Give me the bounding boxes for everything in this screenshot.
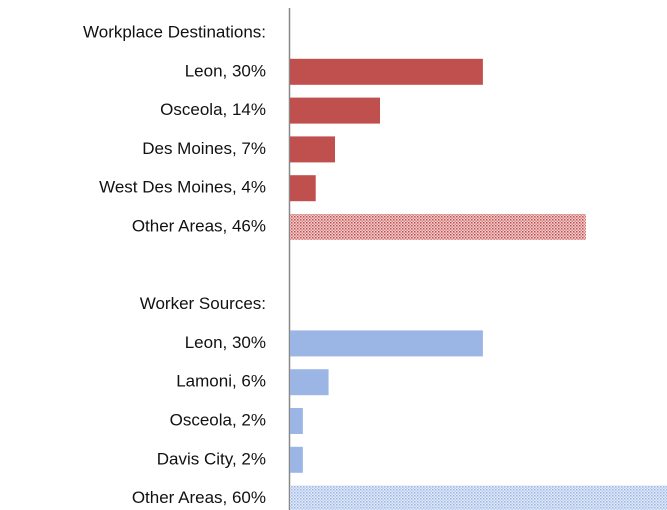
category-label: Osceola, 14% <box>160 100 266 119</box>
bar <box>290 446 303 473</box>
category-label: Worker Sources: <box>140 294 266 313</box>
bar <box>290 97 381 124</box>
bar <box>290 369 329 396</box>
category-label: Des Moines, 7% <box>142 139 266 158</box>
category-label: Osceola, 2% <box>170 410 266 429</box>
category-label: Other Areas, 60% <box>132 488 266 507</box>
category-label: West Des Moines, 4% <box>99 178 266 197</box>
bar <box>290 330 483 357</box>
category-label: Davis City, 2% <box>157 449 266 468</box>
bar <box>290 214 586 240</box>
bar <box>290 408 303 434</box>
category-label: Lamoni, 6% <box>176 372 266 391</box>
category-label: Leon, 30% <box>185 61 266 80</box>
bar <box>290 485 667 510</box>
bar <box>290 175 316 202</box>
category-label: Other Areas, 46% <box>132 216 266 235</box>
bar <box>290 136 336 163</box>
bar <box>290 58 483 85</box>
category-label: Leon, 30% <box>185 333 266 352</box>
category-label: Workplace Destinations: <box>83 22 266 41</box>
